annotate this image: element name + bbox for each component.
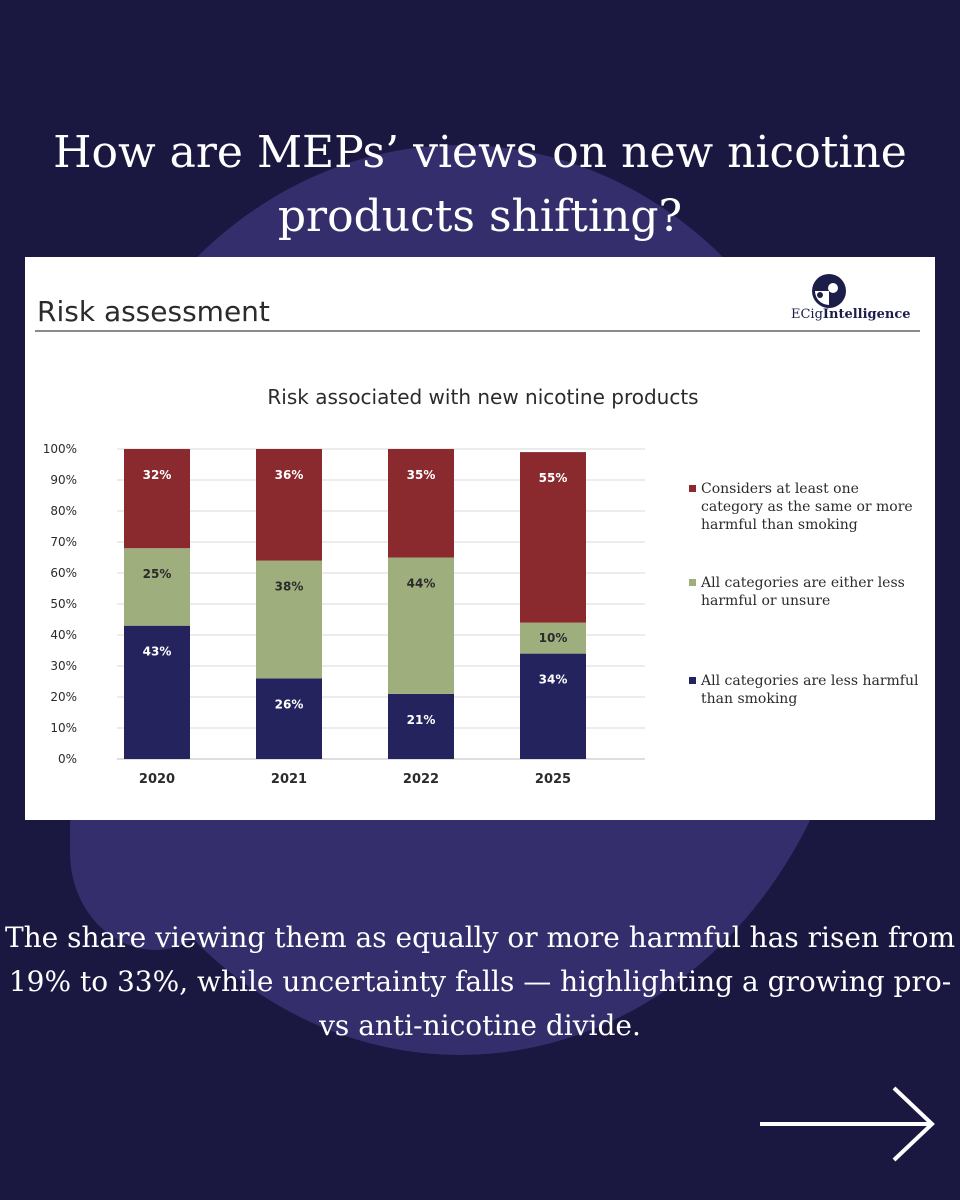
legend-swatch — [689, 579, 696, 586]
y-tick-label: 100% — [43, 442, 77, 456]
bar-segment — [256, 560, 322, 679]
stacked-bar-chart: Risk associated with new nicotine produc… — [43, 385, 919, 787]
legend-swatch — [689, 677, 696, 684]
data-label: 32% — [143, 468, 172, 482]
headline: How are MEPs’ views on new nicotine prod… — [53, 127, 907, 243]
legend-label: harmful or unsure — [701, 593, 830, 609]
bar-segment — [388, 557, 454, 694]
bar-segment — [388, 449, 454, 558]
y-tick-label: 20% — [50, 690, 77, 704]
title-divider — [35, 330, 920, 332]
y-tick-label: 50% — [50, 597, 77, 611]
bar-segment — [388, 693, 454, 759]
next-arrow-icon[interactable] — [758, 1084, 938, 1164]
ecig-logo-icon — [812, 274, 846, 308]
y-tick-label: 30% — [50, 659, 77, 673]
legend-swatch — [689, 485, 696, 492]
y-tick-label: 90% — [50, 473, 77, 487]
legend-label: Considers at least one — [701, 481, 859, 497]
brand-logo-text: ECigIntelligence — [791, 307, 911, 322]
bar-segment — [124, 548, 190, 626]
data-label: 21% — [407, 713, 436, 727]
data-label: 44% — [407, 577, 436, 591]
data-label: 38% — [275, 580, 304, 594]
legend-label: harmful than smoking — [701, 517, 858, 533]
bar-segment — [256, 678, 322, 759]
data-label: 55% — [539, 471, 568, 485]
legend-label: All categories are either less — [700, 575, 905, 591]
data-label: 43% — [143, 645, 172, 659]
caption: The share viewing them as equally or mor… — [4, 921, 956, 1042]
brand-prefix: ECig — [791, 307, 823, 322]
card-title: Risk assessment — [37, 295, 270, 328]
x-tick-label: 2020 — [139, 772, 175, 787]
chart-card: Risk assessment ECigIntelligence Risk as… — [25, 257, 935, 820]
chart-title: Risk associated with new nicotine produc… — [267, 385, 698, 409]
data-label: 26% — [275, 697, 304, 711]
bar-segment — [520, 653, 586, 759]
data-label: 10% — [539, 631, 568, 645]
data-label: 25% — [143, 567, 172, 581]
data-label: 36% — [275, 468, 304, 482]
y-tick-label: 40% — [50, 628, 77, 642]
y-tick-label: 60% — [50, 566, 77, 580]
bar-segment — [124, 449, 190, 549]
bar-segment — [124, 625, 190, 759]
y-tick-label: 80% — [50, 504, 77, 518]
legend-label: category as the same or more — [701, 499, 913, 515]
x-tick-label: 2025 — [535, 772, 571, 787]
legend-label: All categories are less harmful — [700, 673, 919, 689]
y-tick-label: 0% — [58, 752, 77, 766]
y-tick-label: 70% — [50, 535, 77, 549]
brand-bold: Intelligence — [822, 307, 911, 322]
x-tick-label: 2021 — [271, 772, 307, 787]
bar-segment — [520, 452, 586, 623]
y-tick-label: 10% — [50, 721, 77, 735]
x-tick-label: 2022 — [403, 772, 439, 787]
data-label: 35% — [407, 468, 436, 482]
bar-segment — [256, 449, 322, 561]
data-label: 34% — [539, 673, 568, 687]
bar-segment — [520, 622, 586, 654]
legend-label: than smoking — [701, 691, 797, 707]
